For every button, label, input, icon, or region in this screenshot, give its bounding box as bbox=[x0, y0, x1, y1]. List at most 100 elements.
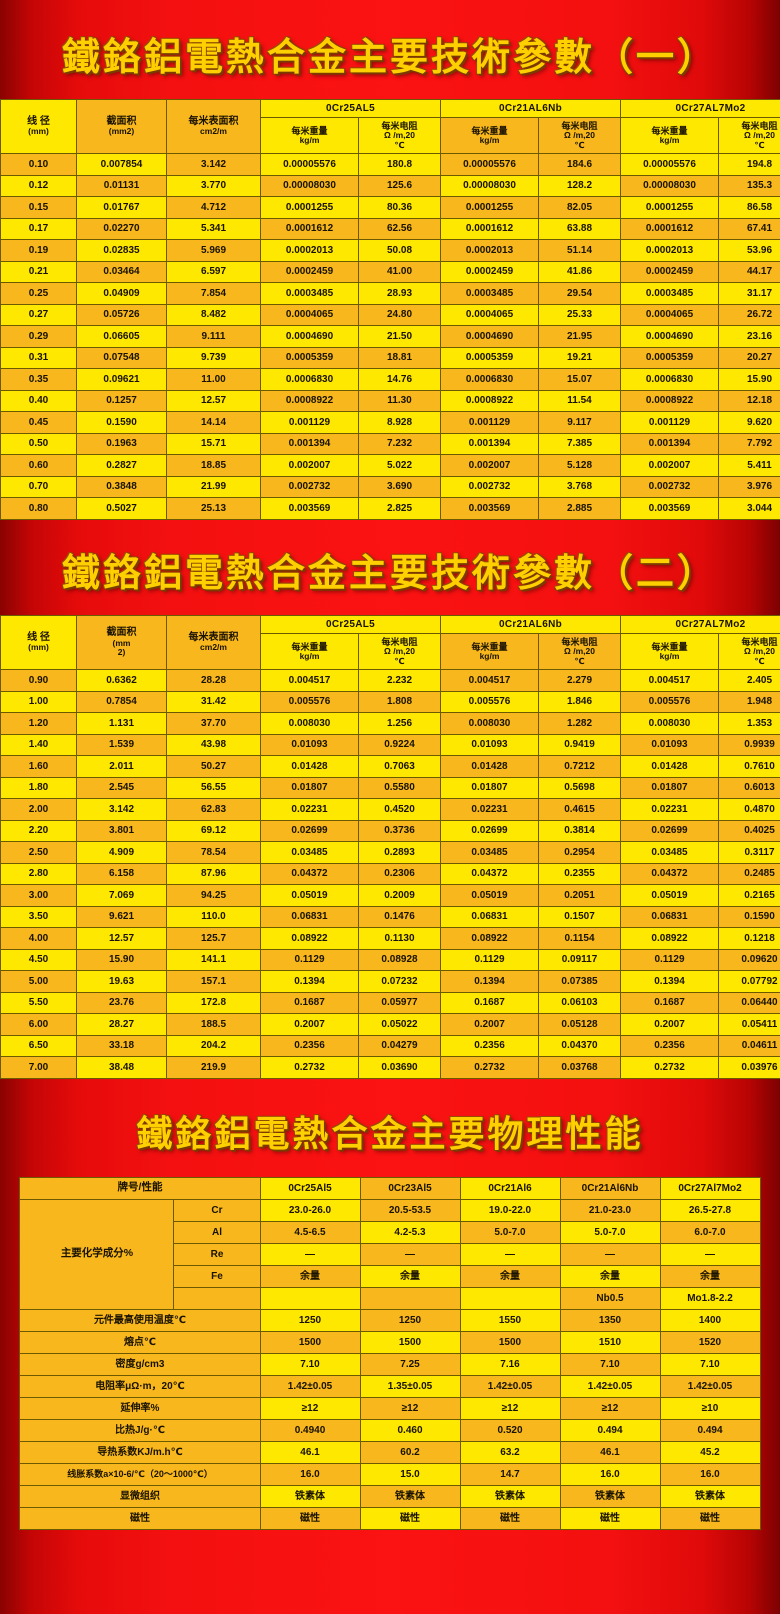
cell-weight-0cr25al5: 0.003569 bbox=[260, 497, 359, 520]
table-row: 1.40 1.539 43.98 0.01093 0.9224 0.01093 0.9419… bbox=[0, 733, 780, 757]
header-alloy-0cr25al5: 0Cr25AL5 bbox=[260, 614, 441, 634]
cell-property-value: 铁素体 bbox=[559, 1484, 661, 1508]
cell-property-value: 1500 bbox=[259, 1330, 361, 1354]
cell-chem-value bbox=[259, 1286, 361, 1310]
rowlabel-element bbox=[173, 1286, 261, 1310]
cell-resistance-0cr27al7mo2: 53.96 bbox=[718, 239, 780, 262]
table-row: 0.40 0.1257 12.57 0.0008922 11.30 0.0008922 11… bbox=[0, 389, 780, 413]
table-row: 0.50 0.1963 15.71 0.001394 7.232 0.001394 7.38… bbox=[0, 432, 780, 456]
cell-cross-section-area: 0.02835 bbox=[76, 239, 167, 262]
cell-cross-section-area: 0.6362 bbox=[76, 669, 167, 692]
cell-resistance-0cr25al5: 180.8 bbox=[358, 153, 441, 176]
cell-weight-0cr21al6nb: 0.0004690 bbox=[440, 325, 539, 348]
cell-resistance-0cr27al7mo2: 0.9939 bbox=[718, 733, 780, 757]
cell-wire-diameter: 0.50 bbox=[0, 432, 77, 456]
cell-weight-0cr25al5: 0.004517 bbox=[260, 669, 359, 692]
table-row: 主要化学成分% Cr 23.0-26.0 20.5-53.5 19.0-22.0 21.0… bbox=[19, 1198, 761, 1310]
cell-resistance-0cr21al6nb: 21.95 bbox=[538, 325, 621, 348]
cell-resistance-0cr27al7mo2: 1.353 bbox=[718, 712, 780, 735]
cell-resistance-0cr25al5: 0.5580 bbox=[358, 776, 441, 800]
cell-weight-0cr27al7mo2: 0.01807 bbox=[620, 776, 719, 800]
cell-resistance-0cr25al5: 0.08928 bbox=[358, 948, 441, 972]
cell-weight-0cr27al7mo2: 0.00008030 bbox=[620, 174, 719, 198]
cell-weight-0cr25al5: 0.02699 bbox=[260, 819, 359, 843]
cell-weight-0cr21al6nb: 0.0005359 bbox=[440, 346, 539, 370]
rowlabel-element: Re bbox=[173, 1242, 261, 1266]
table-row: 1.20 1.131 37.70 0.008030 1.256 0.008030 1.282… bbox=[0, 712, 780, 735]
cell-resistance-0cr27al7mo2: 1.948 bbox=[718, 690, 780, 714]
cell-resistance-0cr21al6nb: 2.279 bbox=[538, 669, 621, 692]
cell-weight-0cr27al7mo2: 0.0004065 bbox=[620, 303, 719, 327]
cell-weight-0cr27al7mo2: 0.0002459 bbox=[620, 260, 719, 284]
cell-resistance-0cr21al6nb: 0.05128 bbox=[538, 1013, 621, 1036]
section-technical-parameters-1: 鐵鉻鋁電熱合金主要技術參數（一） 线 径 (mm) 截面积 (mm2) 每米表面… bbox=[0, 0, 780, 520]
cell-property-value: 铁素体 bbox=[359, 1484, 461, 1508]
cell-weight-0cr25al5: 0.005576 bbox=[260, 690, 359, 714]
cell-surface-area: 4.712 bbox=[166, 196, 261, 219]
table-row: 1.00 0.7854 31.42 0.005576 1.808 0.005576 1.84… bbox=[0, 690, 780, 714]
cell-wire-diameter: 1.20 bbox=[0, 712, 77, 735]
cell-weight-0cr21al6nb: 0.0002459 bbox=[440, 260, 539, 284]
rowlabel-property: 延伸率% bbox=[19, 1396, 261, 1420]
cell-cross-section-area: 19.63 bbox=[76, 970, 167, 993]
cell-surface-area: 9.111 bbox=[166, 325, 261, 348]
cell-weight-0cr25al5: 0.03485 bbox=[260, 841, 359, 864]
cell-weight-0cr25al5: 0.0001255 bbox=[260, 196, 359, 219]
cell-resistance-0cr27al7mo2: 86.58 bbox=[718, 196, 780, 219]
cell-surface-area: 94.25 bbox=[166, 884, 261, 907]
cell-weight-0cr25al5: 0.05019 bbox=[260, 884, 359, 907]
cell-weight-0cr25al5: 0.2356 bbox=[260, 1034, 359, 1058]
cell-resistance-0cr25al5: 0.2009 bbox=[358, 884, 441, 907]
cell-chem-value bbox=[459, 1286, 561, 1310]
cell-resistance-0cr21al6nb: 41.86 bbox=[538, 260, 621, 284]
table-row: 熔点℃ 1500 1500 1500 1510 1520 bbox=[19, 1330, 761, 1354]
cell-weight-0cr25al5: 0.008030 bbox=[260, 712, 359, 735]
header-weight-per-meter-1: 每米重量 kg/m bbox=[260, 117, 359, 155]
cell-property-value: 7.10 bbox=[659, 1352, 761, 1376]
cell-resistance-0cr27al7mo2: 0.07792 bbox=[718, 970, 780, 993]
cell-property-value: 7.10 bbox=[559, 1352, 661, 1376]
table-row: 7.00 38.48 219.9 0.2732 0.03690 0.2732 0.03768… bbox=[0, 1056, 780, 1079]
table-row: 线胀系数a×10-6/℃（20～1000℃） 16.0 15.0 14.7 16.0 16… bbox=[19, 1462, 761, 1486]
cell-chem-value: 余量 bbox=[459, 1264, 561, 1288]
cell-chem-value: 4.2-5.3 bbox=[359, 1220, 461, 1244]
cell-weight-0cr27al7mo2: 0.04372 bbox=[620, 862, 719, 886]
cell-surface-area: 125.7 bbox=[166, 927, 261, 950]
table-row: 0.17 0.02270 5.341 0.0001612 62.56 0.0001612 6… bbox=[0, 217, 780, 241]
cell-weight-0cr27al7mo2: 0.03485 bbox=[620, 841, 719, 864]
cell-resistance-0cr25al5: 21.50 bbox=[358, 325, 441, 348]
cell-weight-0cr21al6nb: 0.2007 bbox=[440, 1013, 539, 1036]
cell-property-value: 1500 bbox=[459, 1330, 561, 1354]
cell-weight-0cr27al7mo2: 0.002007 bbox=[620, 454, 719, 477]
table-row: 延伸率% ≥12 ≥12 ≥12 ≥12 ≥10 bbox=[19, 1396, 761, 1420]
cell-surface-area: 110.0 bbox=[166, 905, 261, 929]
table-row: 2.20 3.801 69.12 0.02699 0.3736 0.02699 0.3814… bbox=[0, 819, 780, 843]
cell-surface-area: 78.54 bbox=[166, 841, 261, 864]
header-wire-diameter: 线 径 (mm) bbox=[0, 98, 77, 155]
cell-wire-diameter: 0.35 bbox=[0, 368, 77, 391]
cell-resistance-0cr25al5: 5.022 bbox=[358, 454, 441, 477]
cell-resistance-0cr27al7mo2: 0.3117 bbox=[718, 841, 780, 864]
page-title-3: 鐵鉻鋁電熱合金主要物理性能 bbox=[136, 1112, 644, 1155]
table-row: 5.50 23.76 172.8 0.1687 0.05977 0.1687 0.06103… bbox=[0, 991, 780, 1015]
cell-weight-0cr25al5: 0.01093 bbox=[260, 733, 359, 757]
cell-resistance-0cr27al7mo2: 3.044 bbox=[718, 497, 780, 520]
cell-wire-diameter: 3.00 bbox=[0, 884, 77, 907]
cell-weight-0cr21al6nb: 0.0001612 bbox=[440, 217, 539, 241]
table-row: 6.00 28.27 188.5 0.2007 0.05022 0.2007 0.05128… bbox=[0, 1013, 780, 1036]
cell-resistance-0cr27al7mo2: 9.620 bbox=[718, 411, 780, 434]
cell-resistance-0cr27al7mo2: 7.792 bbox=[718, 432, 780, 456]
cell-property-value: 15.0 bbox=[359, 1462, 461, 1486]
cell-cross-section-area: 0.1963 bbox=[76, 432, 167, 456]
table-row: 0.15 0.01767 4.712 0.0001255 80.36 0.0001255 8… bbox=[0, 196, 780, 219]
table-row: 导热系数KJ/m.h℃ 46.1 60.2 63.2 46.1 45.2 bbox=[19, 1440, 761, 1464]
cell-weight-0cr25al5: 0.1394 bbox=[260, 970, 359, 993]
cell-cross-section-area: 3.142 bbox=[76, 798, 167, 821]
rowlabel-chemical-composition: 主要化学成分% bbox=[19, 1198, 175, 1310]
cell-weight-0cr25al5: 0.0005359 bbox=[260, 346, 359, 370]
cell-weight-0cr21al6nb: 0.06831 bbox=[440, 905, 539, 929]
cell-property-value: 16.0 bbox=[659, 1462, 761, 1486]
cell-surface-area: 3.770 bbox=[166, 174, 261, 198]
header-surface-area: 每米表面积 cm2/m bbox=[166, 614, 261, 671]
cell-weight-0cr27al7mo2: 0.0001255 bbox=[620, 196, 719, 219]
